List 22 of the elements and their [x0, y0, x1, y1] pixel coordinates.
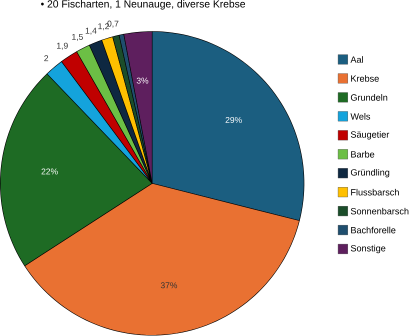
data-label: 0,7 — [107, 20, 118, 28]
legend-label: Gründling — [350, 169, 390, 178]
data-label: 1,5 — [72, 34, 83, 42]
data-label: 1,9 — [57, 42, 68, 50]
data-label: 1,4 — [86, 28, 97, 35]
legend-label: Grundeln — [350, 94, 388, 101]
legend-label: Flussbarsch — [351, 189, 399, 196]
legend-label: Aal — [350, 56, 363, 64]
legend-label: Säugetier — [350, 131, 390, 140]
chart-title: • 20 Fischarten, 1 Neunauge, diverse Krebse — [41, 0, 246, 10]
legend-label: Barbe — [351, 151, 374, 158]
legend-label: Wels — [350, 113, 370, 120]
data-label: 22% — [42, 168, 58, 175]
data-label: 37% — [160, 282, 178, 288]
data-label: 1,2 — [98, 23, 110, 30]
legend-label: Krebse — [351, 75, 379, 82]
data-label: 2 — [44, 55, 48, 62]
data-label: 3% — [136, 78, 148, 84]
legend-label: Sonstige — [350, 244, 386, 254]
legend-label: Sonnenbarsch — [350, 208, 408, 215]
data-label: 29% — [226, 117, 242, 124]
legend-label: Bachforelle — [351, 226, 396, 234]
